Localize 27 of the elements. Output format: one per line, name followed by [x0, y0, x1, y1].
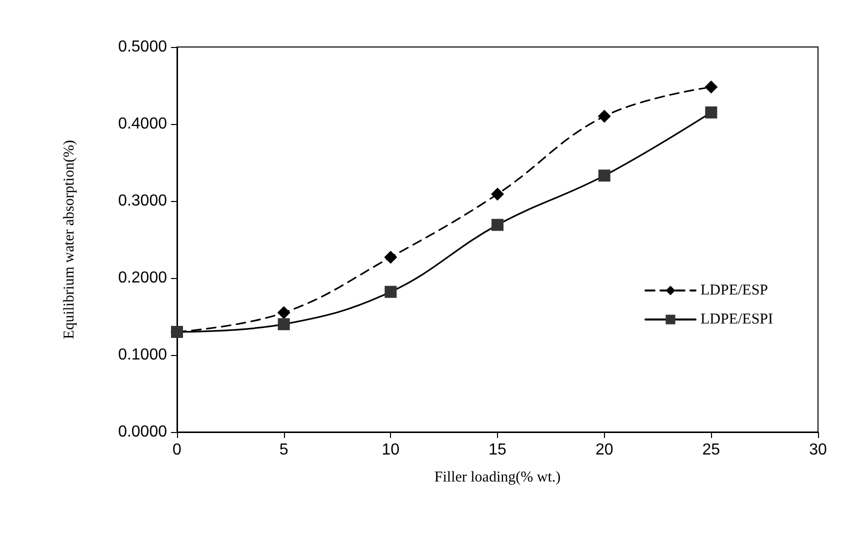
x-tick-label: 10: [382, 442, 400, 458]
point: [598, 170, 610, 182]
point: [384, 250, 398, 264]
legend-label: LDPE/ESPI: [700, 312, 774, 328]
x-tick-label: 5: [279, 442, 288, 458]
x-tick-label: 20: [595, 442, 614, 458]
x-tick-label: 0: [172, 442, 182, 458]
point: [598, 110, 611, 123]
point: [705, 106, 718, 118]
point: [492, 218, 504, 231]
y-tick-label: 0.4000: [118, 116, 168, 132]
point: [384, 286, 397, 298]
x-tick-label: 30: [809, 442, 827, 458]
point: [277, 306, 290, 320]
y-tick-label: 0.5000: [118, 38, 168, 56]
x-axis-title: Filler loading(% wt.): [434, 470, 561, 486]
legend-label: LDPE/ESP: [700, 282, 768, 298]
point: [278, 318, 290, 330]
y-tick-label: 0.1000: [118, 346, 168, 364]
y-tick-label: 0.3000: [118, 192, 168, 210]
y-tick-label: 0.0000: [118, 424, 168, 440]
x-tick-label: 15: [488, 442, 506, 458]
y-tick-label: 0.2000: [118, 270, 168, 286]
y-axis-title: Equilibrium water absorption(%): [62, 140, 78, 340]
x-tick-label: 25: [702, 442, 720, 458]
point: [704, 80, 718, 94]
point: [491, 188, 504, 201]
